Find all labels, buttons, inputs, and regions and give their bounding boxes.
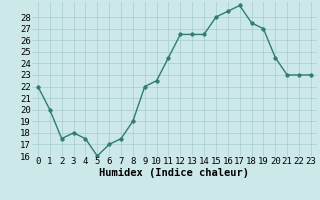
X-axis label: Humidex (Indice chaleur): Humidex (Indice chaleur) [100,168,249,178]
